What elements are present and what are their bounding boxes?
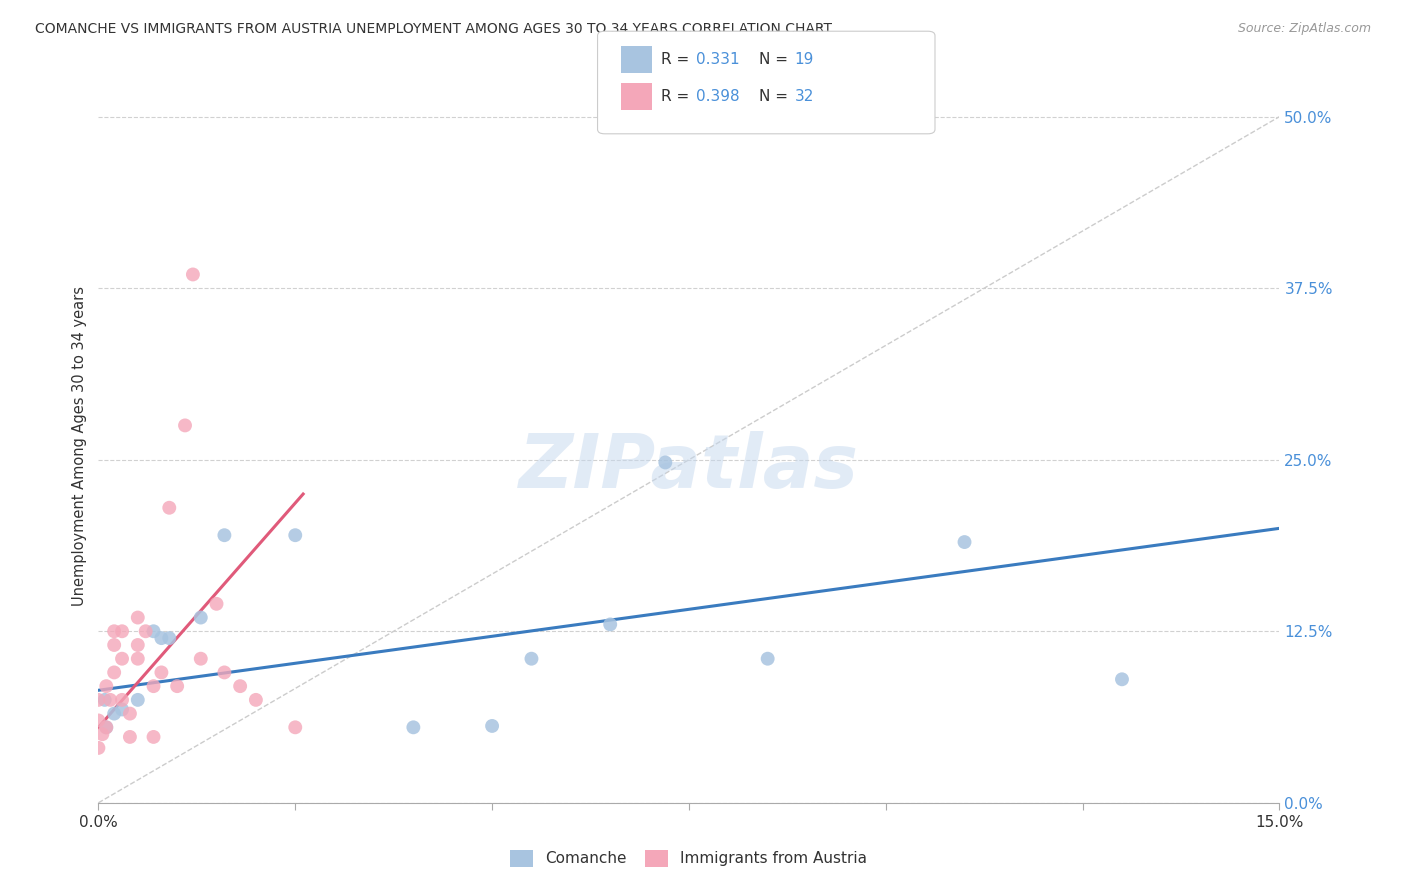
Point xyxy=(127,610,149,624)
Point xyxy=(103,624,125,639)
Point xyxy=(96,679,118,693)
Point xyxy=(127,638,149,652)
Point xyxy=(654,455,676,469)
Point xyxy=(520,651,543,665)
Point xyxy=(481,719,503,733)
Point xyxy=(953,535,976,549)
Point xyxy=(103,665,125,680)
Point xyxy=(135,624,157,639)
Text: N =: N = xyxy=(759,89,793,103)
Point xyxy=(150,665,173,680)
Text: 0.331: 0.331 xyxy=(696,53,740,67)
Point xyxy=(214,528,236,542)
Point xyxy=(142,679,165,693)
Text: 19: 19 xyxy=(794,53,814,67)
Point xyxy=(96,720,118,734)
Point xyxy=(214,665,236,680)
Point xyxy=(111,651,134,665)
Text: COMANCHE VS IMMIGRANTS FROM AUSTRIA UNEMPLOYMENT AMONG AGES 30 TO 34 YEARS CORRE: COMANCHE VS IMMIGRANTS FROM AUSTRIA UNEM… xyxy=(35,22,832,37)
Point xyxy=(127,651,149,665)
Point xyxy=(87,740,110,755)
Point xyxy=(205,597,228,611)
Point xyxy=(118,730,141,744)
Point xyxy=(157,631,180,645)
Y-axis label: Unemployment Among Ages 30 to 34 years: Unemployment Among Ages 30 to 34 years xyxy=(72,286,87,606)
Point xyxy=(284,528,307,542)
Point xyxy=(127,693,149,707)
Point xyxy=(181,268,204,282)
Point xyxy=(229,679,252,693)
Point xyxy=(118,706,141,721)
Text: R =: R = xyxy=(661,53,695,67)
Point xyxy=(91,727,114,741)
Point xyxy=(599,617,621,632)
Point xyxy=(284,720,307,734)
Point xyxy=(96,720,118,734)
Point xyxy=(157,500,180,515)
Text: N =: N = xyxy=(759,53,793,67)
Legend: Comanche, Immigrants from Austria: Comanche, Immigrants from Austria xyxy=(510,850,868,866)
Point xyxy=(142,624,165,639)
Point xyxy=(190,651,212,665)
Point xyxy=(142,730,165,744)
Point xyxy=(103,706,125,721)
Text: 32: 32 xyxy=(794,89,814,103)
Point xyxy=(87,714,110,728)
Point xyxy=(166,679,188,693)
Point xyxy=(245,693,267,707)
Point xyxy=(150,631,173,645)
Text: 0.398: 0.398 xyxy=(696,89,740,103)
Text: Source: ZipAtlas.com: Source: ZipAtlas.com xyxy=(1237,22,1371,36)
Point xyxy=(1111,673,1133,687)
Point xyxy=(111,702,134,716)
Point xyxy=(103,638,125,652)
Text: ZIPatlas: ZIPatlas xyxy=(519,431,859,504)
Point xyxy=(190,610,212,624)
Point xyxy=(93,693,115,707)
Point xyxy=(111,693,134,707)
Point xyxy=(756,651,779,665)
Point xyxy=(402,720,425,734)
Point xyxy=(111,624,134,639)
Point xyxy=(87,693,110,707)
Point xyxy=(174,418,197,433)
Point xyxy=(98,693,121,707)
Text: R =: R = xyxy=(661,89,695,103)
